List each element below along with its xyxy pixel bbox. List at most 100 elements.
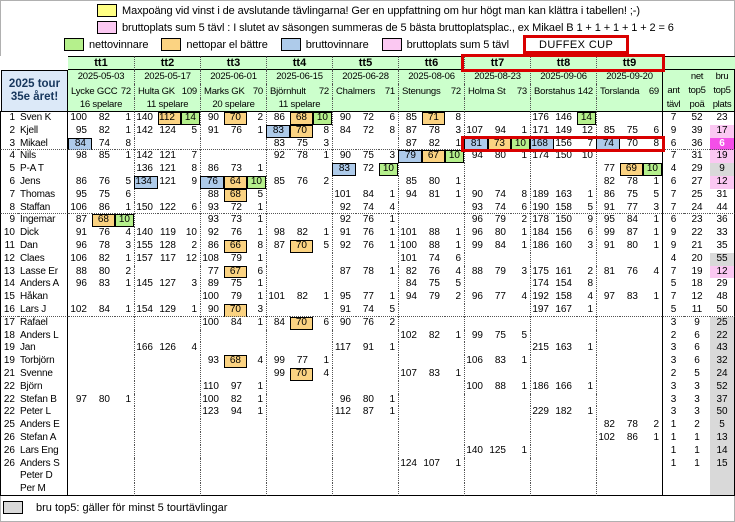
score-cell[interactable]: 12 bbox=[185, 252, 197, 264]
score-cell[interactable]: 8 bbox=[521, 188, 527, 200]
score-cell[interactable] bbox=[92, 355, 115, 368]
net-top5-poa-cell[interactable]: 1 bbox=[694, 457, 700, 469]
score-cell[interactable] bbox=[379, 419, 398, 432]
net-top5-poa-cell[interactable]: 20 bbox=[691, 252, 703, 264]
score-cell[interactable] bbox=[92, 406, 115, 419]
score-cell[interactable]: 72 bbox=[362, 163, 374, 175]
score-cell[interactable] bbox=[464, 367, 488, 381]
score-cell[interactable] bbox=[181, 317, 200, 330]
score-cell[interactable] bbox=[181, 266, 200, 279]
score-cell[interactable] bbox=[266, 380, 290, 394]
tt-venue-tt2[interactable]: Hulta GK 109 bbox=[134, 84, 200, 98]
score-cell[interactable]: 1 bbox=[455, 188, 461, 200]
score-cell[interactable]: 1 bbox=[587, 380, 593, 392]
score-cell[interactable]: 1 bbox=[257, 380, 263, 392]
score-cell[interactable] bbox=[92, 291, 115, 304]
score-cell[interactable] bbox=[115, 483, 134, 496]
score-cell[interactable]: 74 bbox=[356, 304, 379, 317]
score-cell[interactable]: 5 bbox=[653, 188, 659, 200]
score-cell[interactable] bbox=[596, 380, 620, 394]
score-cell[interactable] bbox=[530, 175, 554, 189]
score-cell[interactable] bbox=[181, 330, 200, 343]
score-cell[interactable]: 75 bbox=[98, 188, 110, 200]
score-cell[interactable]: 122 bbox=[158, 202, 181, 215]
score-cell[interactable] bbox=[620, 317, 643, 330]
bru-top5-plats-cell[interactable]: 25 bbox=[710, 316, 735, 330]
score-cell[interactable] bbox=[596, 329, 620, 343]
score-cell[interactable]: 92 bbox=[332, 239, 356, 253]
score-cell[interactable] bbox=[68, 470, 92, 483]
score-cell[interactable]: 1 bbox=[389, 342, 395, 354]
score-cell[interactable]: 1 bbox=[257, 291, 263, 303]
name-cell[interactable]: Lasse Er bbox=[18, 265, 68, 279]
score-cell[interactable]: 95 bbox=[332, 291, 356, 304]
net-top5-poa-cell[interactable]: 24 bbox=[684, 202, 710, 215]
score-cell[interactable]: 74 bbox=[92, 138, 115, 151]
name-cell[interactable]: Anders L bbox=[18, 329, 68, 343]
score-cell[interactable]: 97 bbox=[230, 380, 242, 392]
score-cell[interactable] bbox=[356, 138, 379, 151]
score-cell[interactable] bbox=[158, 419, 181, 432]
score-cell[interactable] bbox=[445, 163, 464, 176]
score-cell[interactable] bbox=[134, 316, 158, 330]
score-cell[interactable]: 1 bbox=[257, 214, 263, 226]
tt-venue-tt4[interactable]: Björnhult 72 bbox=[266, 84, 332, 98]
score-cell[interactable]: 3 bbox=[313, 138, 332, 151]
bru-top5-plats-cell[interactable]: 37 bbox=[710, 393, 735, 407]
score-cell[interactable]: 90 bbox=[332, 316, 356, 330]
score-cell[interactable] bbox=[115, 458, 134, 471]
tt-date-tt7[interactable]: 2025-08-23 bbox=[464, 70, 530, 84]
score-cell[interactable]: 1 bbox=[653, 175, 659, 187]
net-top5-poa-cell[interactable]: 6 bbox=[694, 355, 700, 367]
score-cell[interactable]: 134 bbox=[134, 175, 158, 189]
tt-spelare-tt6[interactable] bbox=[398, 98, 464, 112]
name-cell[interactable]: Stefan A bbox=[18, 431, 68, 445]
score-cell[interactable]: 78 bbox=[428, 124, 440, 136]
score-cell[interactable]: 84 bbox=[494, 239, 506, 251]
score-cell[interactable]: 1 bbox=[389, 188, 395, 200]
net-top5-poa-cell[interactable] bbox=[684, 470, 710, 483]
score-cell[interactable] bbox=[596, 112, 620, 125]
score-cell[interactable]: 1 bbox=[389, 265, 395, 277]
score-cell[interactable] bbox=[332, 444, 356, 458]
score-cell[interactable] bbox=[181, 432, 200, 445]
ant-tavl-cell[interactable]: 9 bbox=[662, 227, 684, 240]
score-cell[interactable] bbox=[68, 483, 92, 496]
score-cell[interactable]: 125 bbox=[489, 444, 506, 456]
score-cell[interactable]: 1 bbox=[115, 304, 134, 317]
score-cell[interactable]: 67 bbox=[422, 150, 445, 164]
score-cell[interactable] bbox=[530, 367, 554, 381]
score-cell[interactable]: 10 bbox=[185, 227, 197, 239]
score-cell[interactable]: 77 bbox=[494, 291, 506, 303]
score-cell[interactable]: 1 bbox=[521, 380, 527, 392]
score-cell[interactable]: 2 bbox=[125, 265, 131, 277]
score-cell[interactable] bbox=[92, 470, 115, 483]
net-top5-poa-cell[interactable]: 3 bbox=[694, 406, 700, 418]
score-cell[interactable] bbox=[290, 266, 313, 279]
score-cell[interactable]: 149 bbox=[555, 124, 572, 136]
score-cell[interactable] bbox=[620, 445, 643, 458]
score-cell[interactable] bbox=[200, 329, 224, 343]
score-cell[interactable]: 86 bbox=[266, 112, 290, 125]
score-cell[interactable] bbox=[247, 138, 266, 151]
score-cell[interactable]: 73 bbox=[230, 163, 242, 175]
score-cell[interactable] bbox=[554, 458, 577, 471]
score-cell[interactable]: 80 bbox=[626, 239, 638, 251]
score-cell[interactable]: 112 bbox=[158, 112, 181, 125]
score-cell[interactable]: 74 bbox=[428, 252, 440, 264]
tt-label-tt5[interactable]: tt5 bbox=[332, 56, 398, 70]
ant-tavl-cell[interactable]: 3 bbox=[662, 380, 684, 394]
score-cell[interactable] bbox=[488, 368, 511, 381]
name-cell[interactable]: Kjell bbox=[18, 124, 68, 138]
score-cell[interactable] bbox=[577, 176, 596, 189]
rank-cell[interactable]: 16 bbox=[0, 303, 18, 317]
score-cell[interactable] bbox=[445, 304, 464, 317]
score-cell[interactable] bbox=[313, 253, 332, 266]
score-cell[interactable]: 73 bbox=[488, 137, 511, 151]
score-cell[interactable]: 150 bbox=[555, 214, 572, 226]
score-cell[interactable]: 86 bbox=[75, 175, 87, 187]
score-cell[interactable] bbox=[379, 381, 398, 394]
score-cell[interactable]: 82 bbox=[596, 175, 620, 189]
score-cell[interactable]: 10 bbox=[115, 214, 134, 228]
score-cell[interactable] bbox=[511, 419, 530, 432]
